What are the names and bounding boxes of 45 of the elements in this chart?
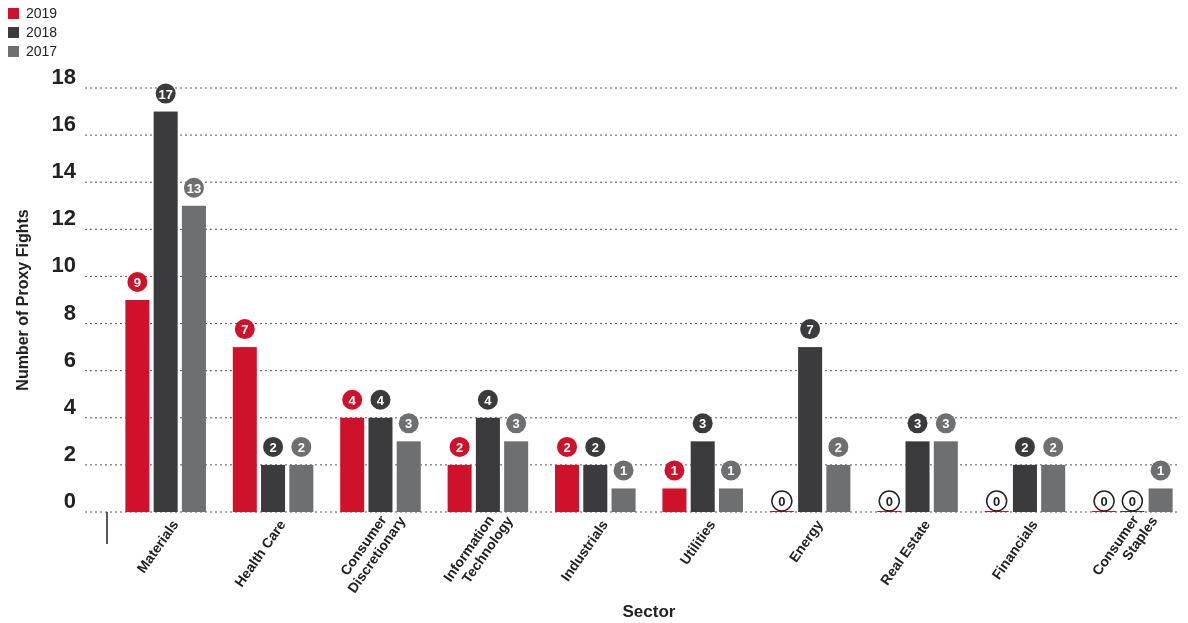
y-tick-label: 8: [63, 299, 76, 325]
y-tick-label: 6: [63, 346, 76, 372]
data-label: 4: [348, 392, 357, 408]
data-label: 9: [133, 275, 141, 290]
y-tick-label: 2: [63, 440, 76, 466]
data-label: 1: [1157, 463, 1165, 479]
data-label: 13: [186, 180, 202, 196]
legend-label: 2017: [26, 43, 58, 59]
data-label: 3: [913, 416, 922, 432]
data-label: 0: [1128, 494, 1136, 509]
data-label: 3: [699, 416, 707, 432]
data-label: 1: [619, 463, 628, 479]
data-label: 0: [778, 494, 786, 509]
y-tick-label: 12: [51, 205, 76, 231]
data-label: 7: [806, 322, 814, 338]
data-label: 2: [297, 439, 305, 455]
data-label: 2: [1021, 439, 1029, 455]
y-tick-label: 16: [51, 111, 76, 137]
x-axis-title: Sector: [622, 602, 676, 621]
data-label: 2: [1049, 439, 1057, 455]
data-label: 3: [942, 416, 950, 432]
data-label: 1: [670, 463, 679, 479]
y-tick-label: 4: [63, 393, 77, 419]
data-label: 2: [591, 439, 599, 455]
data-label: 17: [158, 86, 173, 102]
data-label: 4: [376, 392, 385, 408]
data-label: 0: [1100, 494, 1108, 509]
data-label: 2: [456, 439, 464, 455]
data-label: 0: [993, 494, 1001, 509]
legend-label: 2019: [26, 5, 58, 21]
data-label: 7: [241, 322, 249, 338]
data-label: 2: [563, 439, 571, 455]
y-tick-label: 18: [51, 64, 76, 89]
data-label: 0: [885, 494, 893, 509]
data-label: 2: [269, 439, 277, 455]
data-label: 3: [405, 416, 413, 432]
data-label: 2: [834, 439, 842, 455]
data-label: 3: [512, 416, 520, 432]
legend-label: 2018: [26, 24, 58, 40]
y-axis-title: Number of Proxy Fights: [14, 209, 31, 391]
data-label: 4: [484, 392, 493, 408]
y-tick-label: 10: [51, 252, 76, 278]
y-tick-label: 14: [51, 158, 77, 184]
y-tick-label: 0: [63, 488, 76, 513]
data-label: 1: [727, 463, 735, 479]
